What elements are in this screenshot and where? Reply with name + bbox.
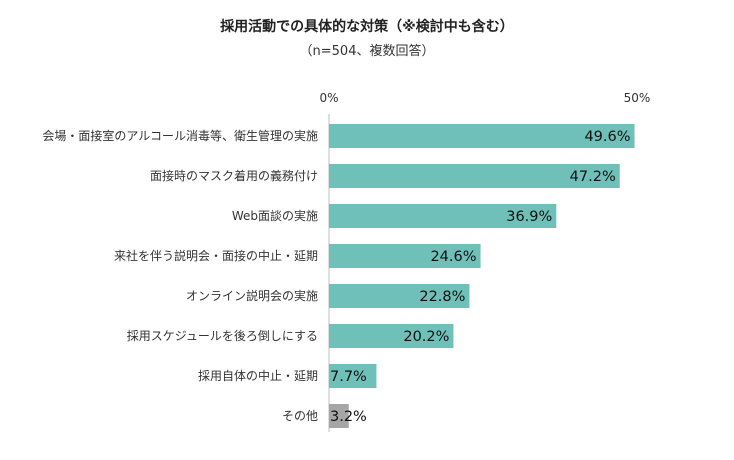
bar bbox=[329, 204, 557, 228]
category-label: オンライン説明会の実施 bbox=[186, 288, 318, 303]
category-label: 面接時のマスク着用の義務付け bbox=[150, 168, 318, 183]
value-label: 49.6% bbox=[584, 129, 630, 145]
bar bbox=[329, 324, 454, 348]
chart-subtitle: （n=504、複数回答） bbox=[299, 44, 435, 59]
bar bbox=[329, 164, 620, 188]
value-label: 20.2% bbox=[403, 329, 449, 345]
category-label: その他 bbox=[282, 409, 318, 423]
value-label: 22.8% bbox=[419, 289, 465, 305]
bar bbox=[329, 124, 635, 148]
x-tick-label: 50% bbox=[624, 91, 651, 105]
value-label: 7.7% bbox=[330, 369, 367, 385]
value-label: 3.2% bbox=[330, 409, 367, 425]
bar bbox=[329, 284, 470, 308]
value-label: 47.2% bbox=[570, 169, 616, 185]
category-label: 会場・面接室のアルコール消毒等、衛生管理の実施 bbox=[42, 128, 318, 143]
bar bbox=[329, 404, 349, 428]
x-tick-label: 0% bbox=[319, 91, 338, 105]
bar bbox=[329, 364, 377, 388]
category-label: 採用自体の中止・延期 bbox=[198, 368, 318, 383]
value-label: 24.6% bbox=[430, 249, 476, 265]
bar bbox=[329, 244, 481, 268]
value-label: 36.9% bbox=[506, 209, 552, 225]
category-label: 来社を伴う説明会・面接の中止・延期 bbox=[114, 248, 318, 263]
category-label: Web面談の実施 bbox=[232, 208, 318, 223]
chart-title: 採用活動での具体的な対策（※検討中も含む） bbox=[220, 19, 514, 35]
category-label: 採用スケジュールを後ろ倒しにする bbox=[127, 329, 318, 343]
